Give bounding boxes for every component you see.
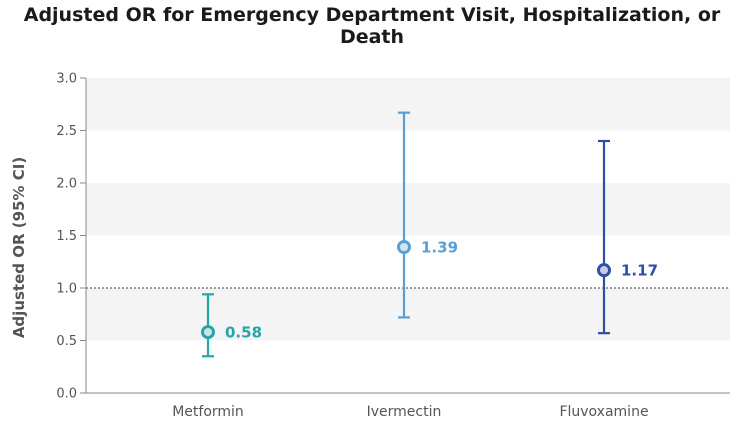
y-tick-label: 3.0 [56,72,77,87]
y-tick-label: 2.0 [56,177,77,192]
y-tick-label: 0.5 [56,334,77,349]
grid-band [86,288,730,341]
x-tick-label: Metformin [172,404,244,420]
grid-band [86,183,730,236]
data-label: 1.39 [421,239,458,257]
x-tick-label: Fluvoxamine [559,404,648,420]
data-label: 1.17 [621,262,658,280]
y-tick-label: 0.0 [56,387,77,402]
x-tick-labels: Metformin Ivermectin Fluvoxamine [172,404,648,420]
y-ticks: 0.0 0.5 1.0 1.5 2.0 2.5 3.0 [56,72,86,402]
y-tick-label: 2.5 [56,124,77,139]
data-label: 0.58 [225,324,262,342]
data-point-group: 0.58 [201,293,262,358]
grid-bands [86,78,730,341]
chart-title: Adjusted OR for Emergency Department Vis… [23,4,721,48]
or-point [598,264,610,277]
y-tick-label: 1.5 [56,229,77,244]
data-marks: 0.58 1.39 1.17 [201,111,658,358]
or-point [398,241,410,253]
or-point-base [201,325,215,340]
data-point-group: 1.39 [397,111,458,319]
data-point-group: 1.17 [597,139,658,335]
or-point [202,326,214,339]
x-tick-label: Ivermectin [367,404,442,420]
y-tick-label: 1.0 [56,282,77,297]
or-point-base [597,263,611,278]
grid-band [86,78,730,131]
y-axis-label: Adjusted OR (95% CI) [10,157,28,338]
or-point-base [397,240,411,255]
